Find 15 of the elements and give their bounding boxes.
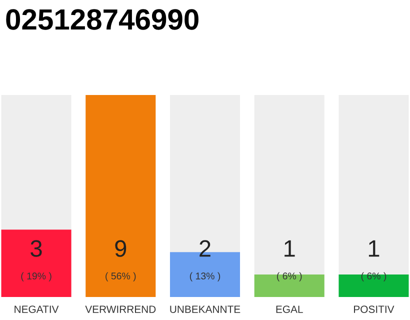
data-label: 3 [30, 240, 42, 257]
x-tick-label: NEGATIV [14, 306, 59, 313]
chart-title: 025128746990 [6, 9, 198, 30]
annotation: ( 6% ) [361, 272, 386, 282]
data-label: 1 [368, 240, 380, 257]
x-tick-label: EGAL [276, 306, 303, 313]
annotation: ( 13% ) [190, 272, 220, 282]
annotation: ( 19% ) [21, 272, 52, 282]
data-label: 9 [115, 240, 126, 257]
x-tick-label: POSITIV [354, 306, 394, 313]
annotation: ( 56% ) [106, 272, 136, 282]
x-tick-label: VERWIRREND [85, 306, 156, 313]
annotation: ( 6% ) [277, 272, 302, 282]
data-label: 1 [284, 240, 295, 257]
x-tick-label: UNBEKANNTE [170, 306, 240, 313]
